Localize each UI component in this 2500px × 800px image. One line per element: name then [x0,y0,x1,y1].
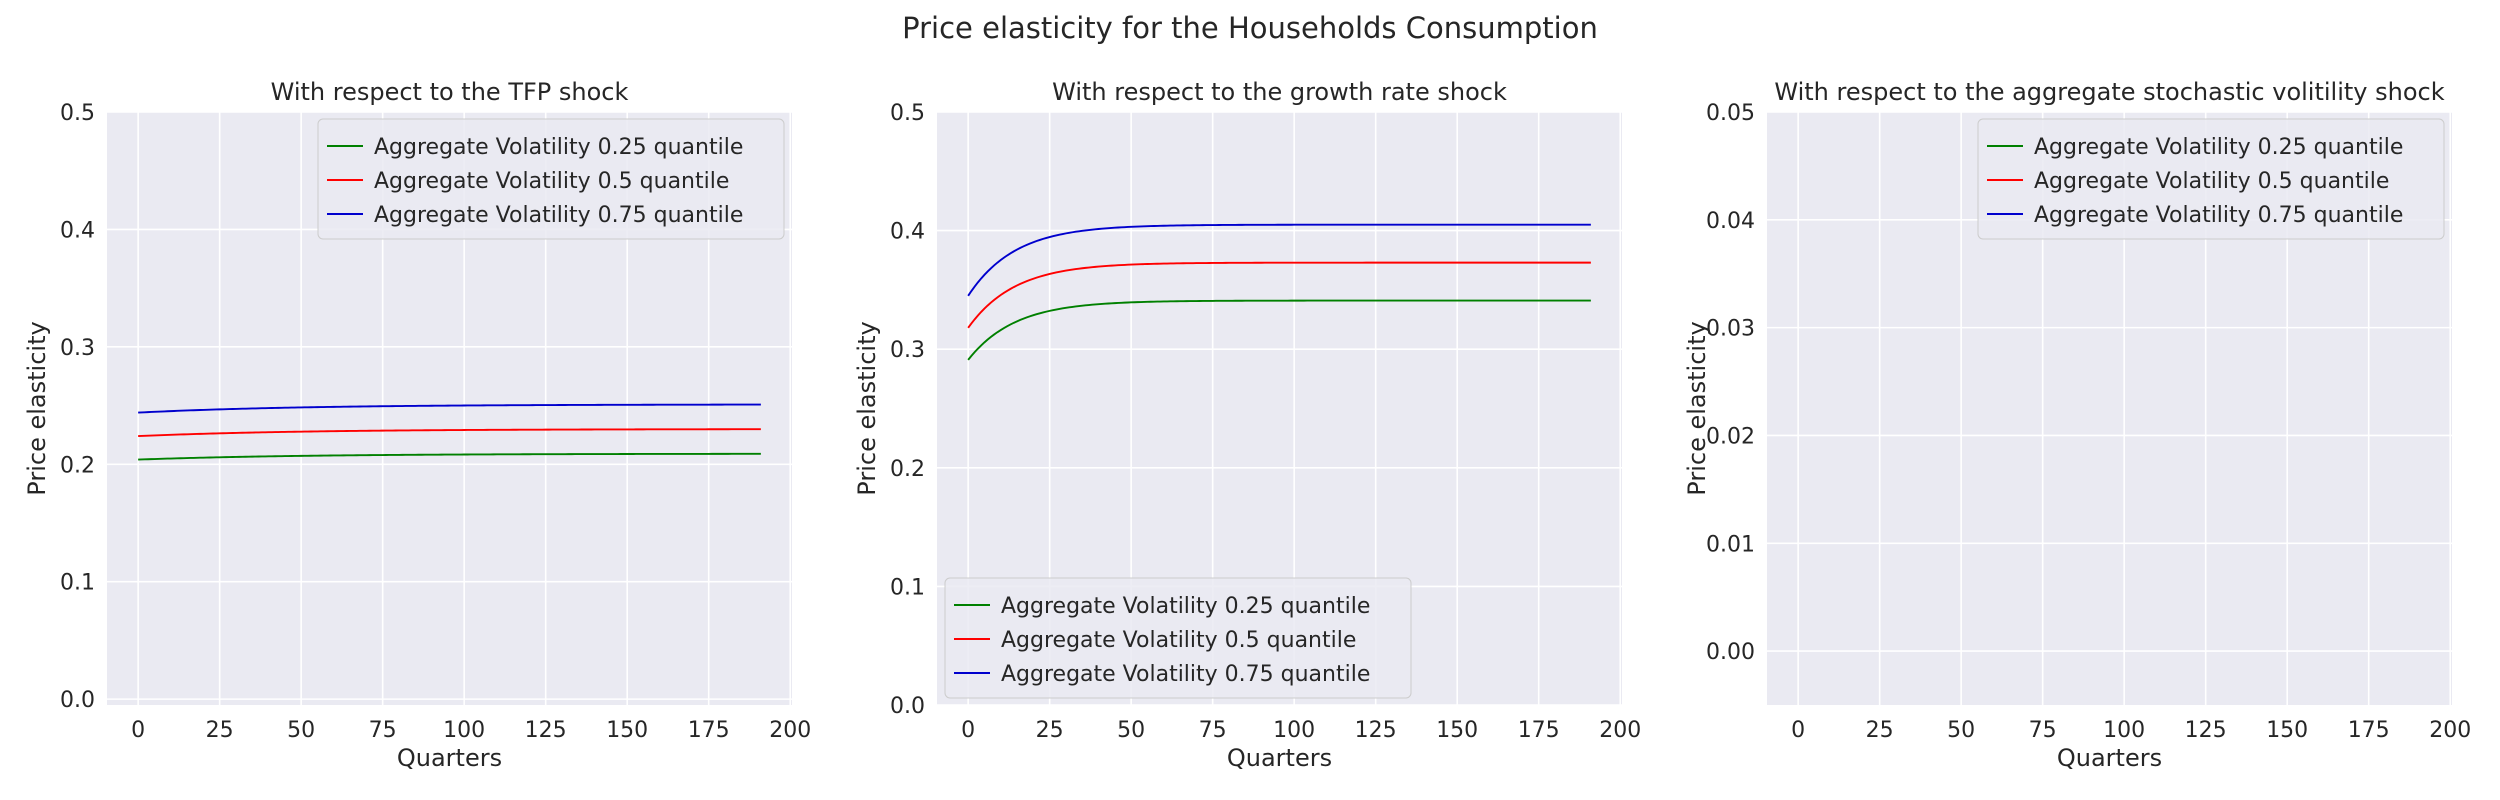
y-tick-label: 0.2 [60,453,95,478]
series-line [138,403,761,414]
y-tick-label: 0.3 [890,338,925,363]
legend-label: Aggregate Volatility 0.25 quantile [1001,594,1370,619]
subplot-3: 0 25 50 75 100 125 150 175 200 0.00 0.01 0.02 0.03 0.… [1683,78,2471,772]
legend: Aggregate Volatility 0.25 quantile Aggreg… [944,577,1412,699]
x-tick-label: 75 [1199,718,1227,743]
x-tick-label: 25 [1036,718,1064,743]
y-tick-label: 0.0 [890,694,925,719]
x-tick-label: 200 [769,718,811,743]
x-tick-label: 25 [206,718,234,743]
x-axis-label: Quarters [397,744,502,772]
y-tick-label: 0.02 [1706,424,1755,449]
axes-container: 0 25 50 75 100 125 150 175 200 0.0 0.1 0.2 0.3 0.4 0.5… [23,78,2471,772]
legend-label: Aggregate Volatility 0.75 quantile [374,203,743,228]
legend-label: Aggregate Volatility 0.75 quantile [2034,203,2403,228]
y-tick-label: 0.0 [60,688,95,713]
x-tick-label: 75 [2029,718,2057,743]
legend-label: Aggregate Volatility 0.25 quantile [2034,135,2403,160]
x-tick-label: 200 [1599,718,1641,743]
y-tick-label: 0.5 [890,101,925,126]
legend-box [944,577,1412,699]
x-tick-label: 50 [287,718,315,743]
x-tick-label: 100 [443,718,485,743]
legend-box [317,118,785,240]
x-tick-label: 50 [1947,718,1975,743]
legend-label: Aggregate Volatility 0.25 quantile [374,135,743,160]
x-tick-label: 175 [2348,718,2390,743]
y-tick-label: 0.2 [890,457,925,482]
x-tick-label: 200 [2429,718,2471,743]
y-tick-label: 0.3 [60,336,95,361]
x-tick-label: 175 [1518,718,1560,743]
x-tick-label: 0 [1791,718,1805,743]
y-tick-label: 0.00 [1706,640,1755,665]
x-tick-label: 0 [131,718,145,743]
x-tick-label: 125 [2185,718,2227,743]
legend-label: Aggregate Volatility 0.5 quantile [2034,169,2389,194]
legend-label: Aggregate Volatility 0.5 quantile [1001,628,1356,653]
y-tick-label: 0.4 [60,218,95,243]
y-tick-label: 0.04 [1706,209,1755,234]
subplot-title: With respect to the TFP shock [271,78,629,106]
series-line [138,428,761,438]
x-tick-label: 100 [2103,718,2145,743]
legend-label: Aggregate Volatility 0.75 quantile [1001,662,1370,687]
y-tick-label: 0.5 [60,101,95,126]
series-line [138,452,761,461]
legend: Aggregate Volatility 0.25 quantile Aggreg… [1977,118,2445,240]
subplot-title: With respect to the aggregate stochastic… [1774,78,2444,106]
y-tick-label: 0.1 [60,571,95,596]
subplot-1: 0 25 50 75 100 125 150 175 200 0.0 0.1 0.2 0.3 0.4 0.5… [23,78,811,772]
figure-title: Price elasticity for the Households Cons… [902,11,1598,45]
y-tick-label: 0.1 [890,575,925,600]
legend-label: Aggregate Volatility 0.5 quantile [374,169,729,194]
legend-box [1977,118,2445,240]
x-tick-label: 25 [1866,718,1894,743]
subplot-2: 0 25 50 75 100 125 150 175 200 0.0 0.1 0.2 0.3 0.4 0.5… [853,78,1641,772]
x-tick-label: 175 [688,718,730,743]
y-tick-label: 0.03 [1706,317,1755,342]
series-line [967,261,1591,329]
y-axis-label: Price elasticity [1683,321,1711,495]
x-axis-label: Quarters [1227,744,1332,772]
y-tick-label: 0.01 [1706,532,1755,557]
x-tick-label: 100 [1273,718,1315,743]
subplot-title: With respect to the growth rate shock [1052,78,1507,106]
x-tick-label: 150 [2266,718,2308,743]
y-axis-label: Price elasticity [23,321,51,495]
x-tick-label: 150 [1436,718,1478,743]
y-axis-label: Price elasticity [853,321,881,495]
x-tick-label: 75 [369,718,397,743]
y-tick-label: 0.4 [890,220,925,245]
x-tick-label: 125 [525,718,567,743]
x-axis-label: Quarters [2057,744,2162,772]
x-tick-label: 50 [1117,718,1145,743]
legend: Aggregate Volatility 0.25 quantile Aggreg… [317,118,785,240]
series-line [967,223,1591,297]
x-tick-label: 125 [1355,718,1397,743]
x-tick-label: 0 [961,718,975,743]
x-tick-label: 150 [606,718,648,743]
y-tick-label: 0.05 [1706,101,1755,126]
series-line [967,299,1591,361]
